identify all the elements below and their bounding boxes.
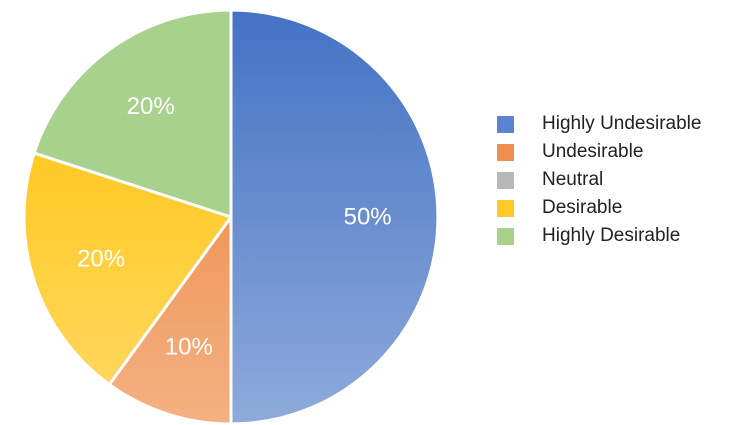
legend-swatch-neutral (497, 171, 514, 189)
legend-label-neutral: Neutral (542, 169, 604, 190)
pie-slice-undesirable (107, 215, 233, 425)
legend-label-undesirable: Undesirable (542, 141, 644, 162)
legend-item-highly-undesirable: Highly Undesirable (497, 110, 701, 138)
pie-slice-highly-desirable (32, 8, 233, 219)
slice-label-highly-desirable: 20% (127, 93, 175, 120)
pie-slice-highly-undesirable (229, 8, 440, 425)
pie-slices (22, 8, 440, 425)
pie-slice-labels: 50% 10% 20% 20% (77, 93, 392, 360)
slice-label-desirable: 20% (77, 246, 125, 273)
legend-item-undesirable: Undesirable (497, 138, 701, 166)
legend-swatch-highly-undesirable (497, 115, 514, 133)
legend-label-highly-desirable: Highly Desirable (542, 225, 681, 246)
legend-label-desirable: Desirable (542, 197, 623, 218)
pie-slice-desirable (22, 151, 233, 386)
slice-label-highly-undesirable: 50% (344, 204, 392, 231)
legend-swatch-undesirable (497, 143, 514, 161)
legend-item-neutral: Neutral (497, 166, 701, 194)
legend-swatch-highly-desirable (497, 227, 514, 245)
legend-item-highly-desirable: Highly Desirable (497, 222, 701, 250)
slice-label-undesirable: 10% (165, 333, 213, 360)
legend-label-highly-undesirable: Highly Undesirable (542, 113, 702, 134)
legend-item-desirable: Desirable (497, 194, 701, 222)
chart-legend: Highly Undesirable Undesirable Neutral D… (497, 110, 701, 250)
legend-swatch-desirable (497, 199, 514, 217)
